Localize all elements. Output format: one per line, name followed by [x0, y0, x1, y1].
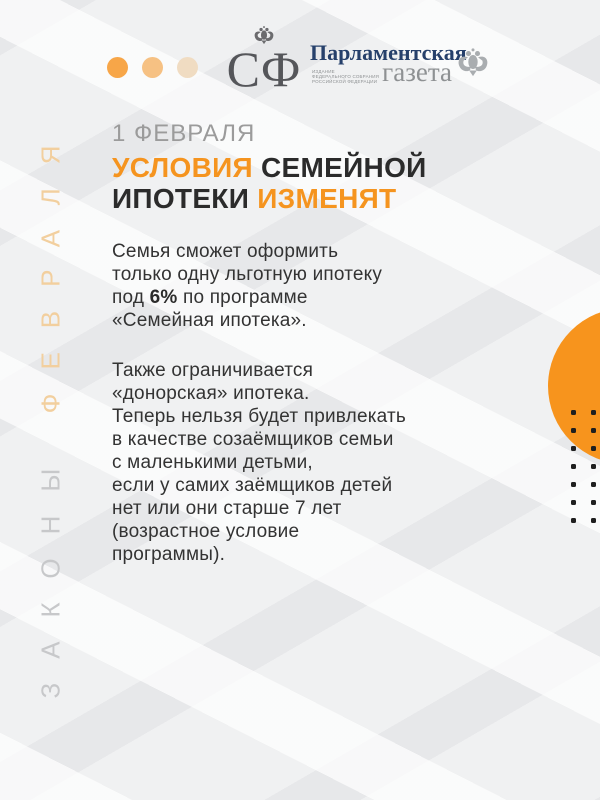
double-headed-eagle-icon	[458, 48, 488, 77]
grid-dot	[591, 446, 596, 451]
pg-subtext-line: ИЗДАНИЕ	[312, 69, 335, 74]
title-accent-izmenyat: ИЗМЕНЯТ	[257, 183, 397, 214]
p2-line: «донорская» ипотека.	[112, 383, 310, 404]
grid-dot	[591, 464, 596, 469]
dot-grid	[571, 410, 596, 523]
parliamentary-gazette-logo: Парламентская газета ИЗДАНИЕ ФЕДЕРАЛЬНОГ…	[310, 40, 488, 87]
p2-line: программы).	[112, 544, 226, 565]
grid-dot	[591, 482, 596, 487]
side-label-word-zakony: ЗАКОНЫ	[35, 444, 66, 699]
p2-line: если у самих заёмщиков детей	[112, 475, 393, 496]
p2-line: Теперь нельзя будет привлекать	[112, 406, 406, 427]
grid-dot	[591, 500, 596, 505]
orange-dot	[142, 57, 163, 78]
title-line-3: ИПОТЕКИ ИЗМЕНЯТ	[112, 183, 427, 214]
grid-dot	[571, 428, 576, 433]
grid-dot	[591, 428, 596, 433]
paragraph-two: Также ограничивается «донорская» ипотека…	[112, 359, 406, 566]
grid-dot	[571, 482, 576, 487]
council-federation-logo: СФ	[224, 25, 304, 97]
p2-line: Также ограничивается	[112, 360, 314, 381]
title-rest-ipoteki: ИПОТЕКИ	[112, 183, 258, 214]
grid-dot	[571, 410, 576, 415]
double-headed-eagle-icon	[254, 26, 274, 45]
p2-line: в качестве созаёмщиков семьи	[112, 429, 394, 450]
p1-line3-post: по программе	[177, 287, 308, 308]
grid-dot	[591, 518, 596, 523]
p2-line: (возрастное условие	[112, 521, 300, 542]
pg-subtext-line: РОССИЙСКОЙ ФЕДЕРАЦИИ	[312, 79, 378, 84]
orange-dot	[107, 57, 128, 78]
title-accent-usloviya: УСЛОВИЯ	[112, 152, 253, 183]
title-rest-semeynoy: СЕМЕЙНОЙ	[252, 152, 427, 183]
p1-line: только одну льготную ипотеку	[112, 264, 383, 285]
p1-line: Семья сможет оформить	[112, 241, 339, 262]
rate-value: 6%	[149, 287, 178, 308]
p2-line: с маленькими детьми,	[112, 452, 313, 473]
grid-dot	[571, 500, 576, 505]
orange-dot	[177, 57, 198, 78]
grid-dot	[591, 410, 596, 415]
pg-subtext-line: ФЕДЕРАЛЬНОГО СОБРАНИЯ	[312, 74, 380, 79]
p1-line: «Семейная ипотека».	[112, 310, 307, 331]
title-block: 1 ФЕВРАЛЯ УСЛОВИЯ СЕМЕЙНОЙ ИПОТЕКИ ИЗМЕН…	[112, 120, 427, 214]
vertical-side-label: ЗАКОНЫ ФЕВРАЛЯ	[36, 122, 67, 699]
grid-dot	[571, 464, 576, 469]
pg-logo-subtext: ИЗДАНИЕ ФЕДЕРАЛЬНОГО СОБРАНИЯ РОССИЙСКОЙ…	[312, 69, 382, 84]
p1-line: под 6% по программе	[112, 286, 382, 309]
title-date: 1 ФЕВРАЛЯ	[112, 120, 256, 147]
side-label-word-fevralya: ФЕВРАЛЯ	[35, 121, 66, 414]
p2-line: нет или они старше 7 лет	[112, 498, 342, 519]
p1-line3-pre: под	[112, 287, 150, 308]
grid-dot	[571, 518, 576, 523]
header-dots	[107, 57, 198, 78]
pg-logo-line2: газета	[382, 57, 452, 87]
title-line-2: УСЛОВИЯ СЕМЕЙНОЙ	[112, 152, 427, 183]
paragraph-one: Семья сможет оформить только одну льготн…	[112, 240, 382, 332]
pg-logo-line1: Парламентская	[310, 40, 467, 65]
sf-logo-text: СФ	[226, 41, 302, 97]
grid-dot	[571, 446, 576, 451]
